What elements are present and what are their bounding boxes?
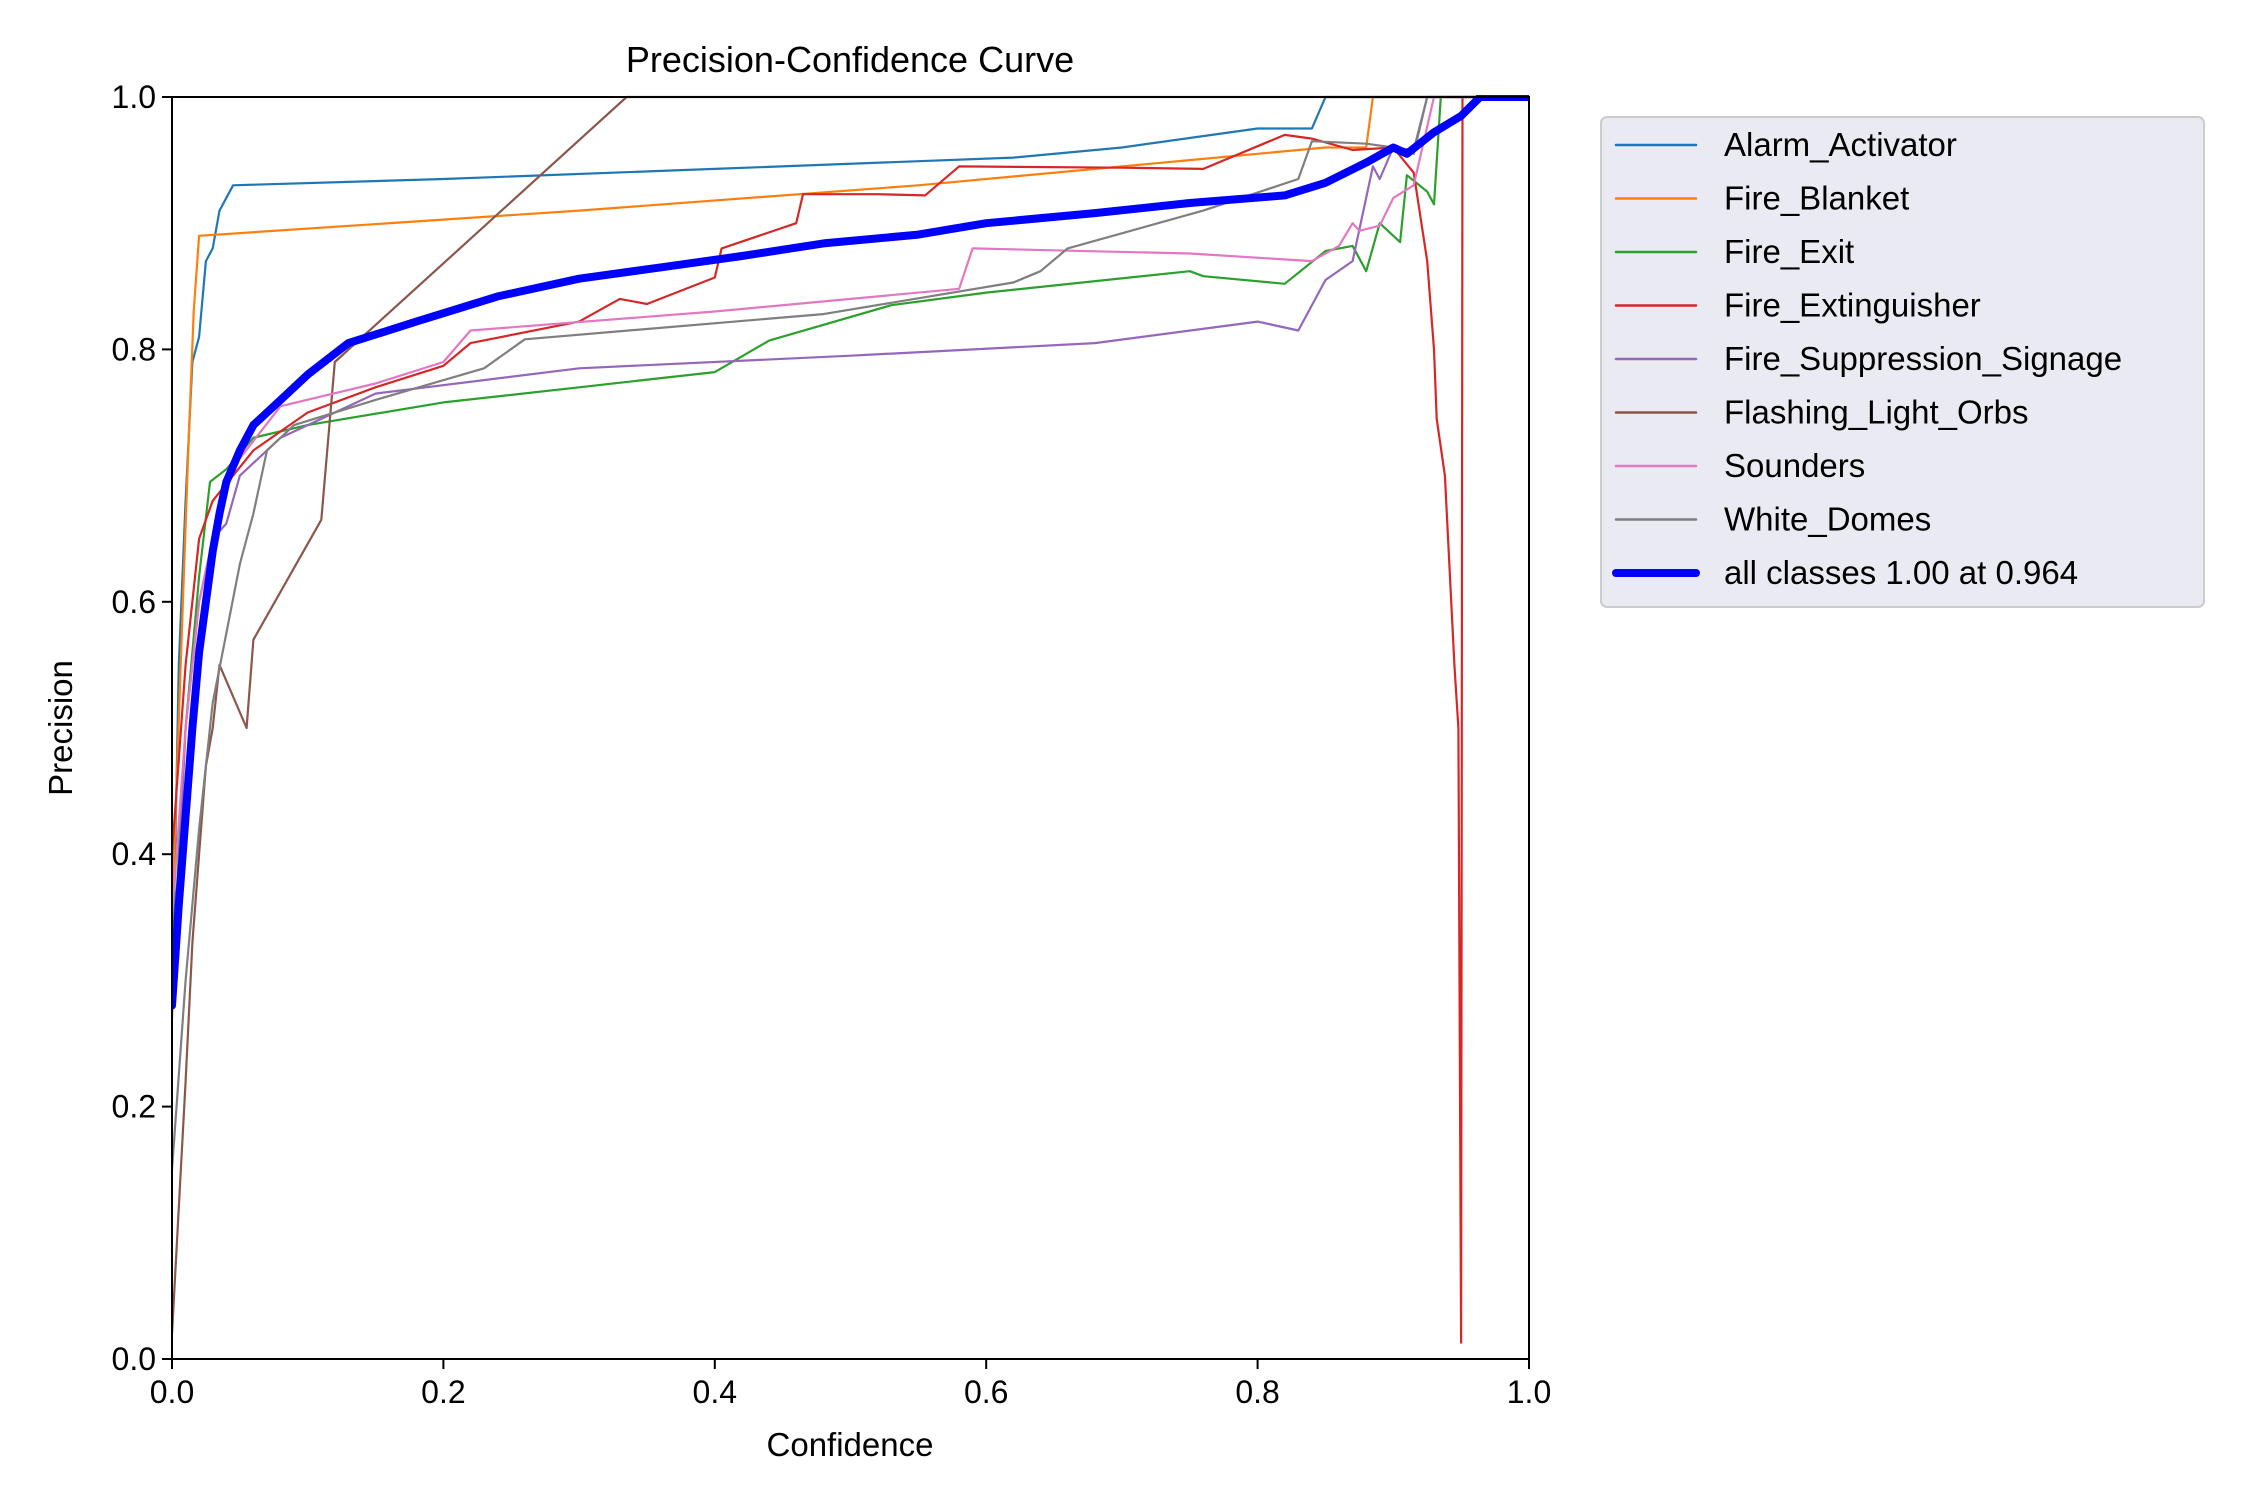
legend-label-3: Fire_Extinguisher bbox=[1724, 287, 1981, 324]
x-tick-label: 0.8 bbox=[1235, 1374, 1279, 1410]
legend-label-7: White_Domes bbox=[1724, 501, 1931, 538]
legend-frame bbox=[1600, 116, 2205, 608]
legend-label-8: all classes 1.00 at 0.964 bbox=[1724, 554, 2078, 591]
x-tick-label: 0.4 bbox=[693, 1374, 737, 1410]
legend-label-4: Fire_Suppression_Signage bbox=[1724, 340, 2122, 377]
series-line-3 bbox=[172, 95, 1529, 1344]
x-tick-label: 0.2 bbox=[421, 1374, 465, 1410]
x-tick-label: 0.6 bbox=[964, 1374, 1008, 1410]
series-line-1 bbox=[172, 95, 1529, 919]
x-tick-label: 0.0 bbox=[150, 1374, 194, 1410]
legend-label-5: Flashing_Light_Orbs bbox=[1724, 394, 2029, 431]
x-axis-ticks: 0.0 0.2 0.4 0.6 0.8 1.0 bbox=[150, 1359, 1551, 1410]
legend-label-2: Fire_Exit bbox=[1724, 233, 1854, 270]
series-line-0 bbox=[172, 95, 1529, 1020]
y-tick-label: 0.6 bbox=[112, 584, 156, 620]
legend-label-0: Alarm_Activator bbox=[1724, 126, 1957, 163]
y-tick-label: 0.8 bbox=[112, 331, 156, 367]
legend-label-1: Fire_Blanket bbox=[1724, 180, 1909, 217]
series-line-4 bbox=[172, 95, 1529, 1007]
legend: Alarm_Activator Fire_Blanket Fire_Exit Fire… bbox=[1600, 116, 2205, 608]
chart-title: Precision-Confidence Curve bbox=[626, 39, 1074, 80]
y-axis-label: Precision bbox=[42, 660, 79, 796]
series-line-6 bbox=[172, 95, 1529, 919]
legend-label-6: Sounders bbox=[1724, 447, 1865, 484]
y-tick-label: 0.0 bbox=[112, 1341, 156, 1377]
y-tick-label: 1.0 bbox=[112, 79, 156, 115]
x-axis-label: Confidence bbox=[767, 1426, 934, 1463]
plot-frame bbox=[171, 96, 1530, 1360]
plot-lines bbox=[172, 95, 1529, 1344]
series-line-5 bbox=[172, 95, 1529, 1335]
series-line-8 bbox=[172, 95, 1529, 1010]
series-line-2 bbox=[172, 95, 1529, 982]
y-tick-label: 0.4 bbox=[112, 836, 156, 872]
series-line-7 bbox=[172, 95, 1529, 1171]
x-tick-label: 1.0 bbox=[1507, 1374, 1551, 1410]
y-tick-label: 0.2 bbox=[112, 1089, 156, 1125]
y-axis-ticks: 0.0 0.2 0.4 0.6 0.8 1.0 bbox=[112, 79, 172, 1377]
